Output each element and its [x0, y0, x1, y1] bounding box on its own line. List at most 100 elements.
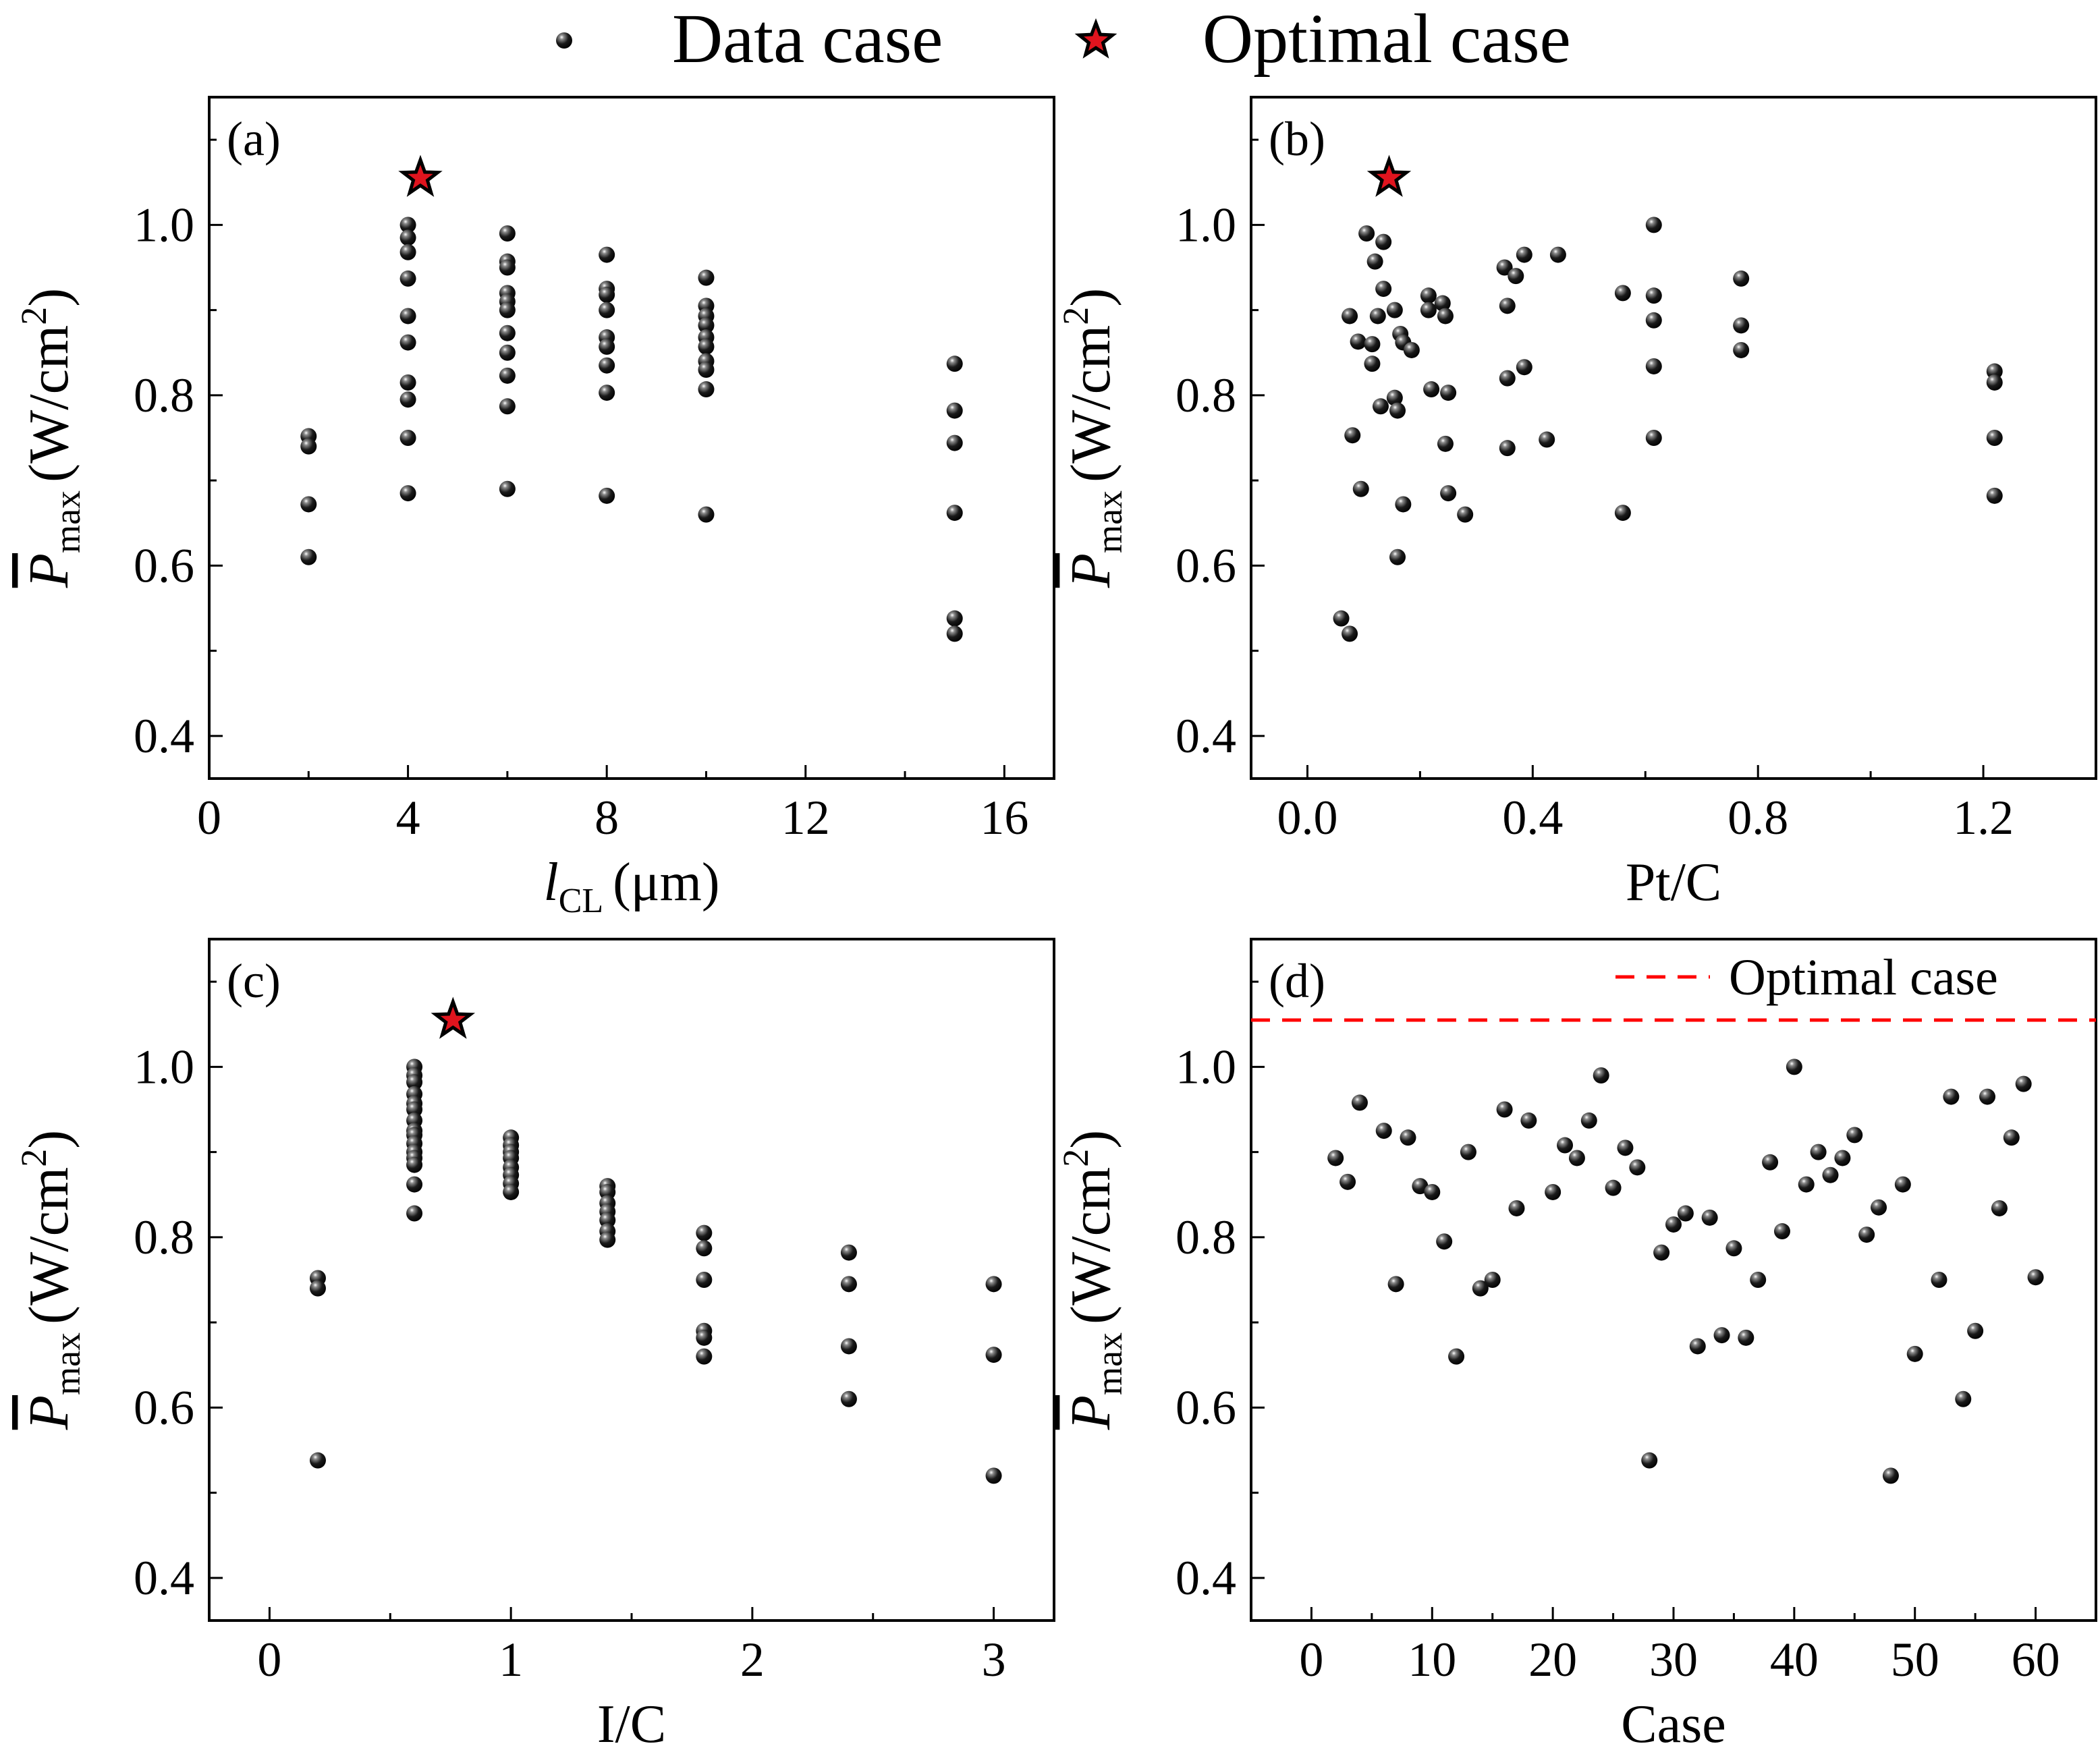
data-point — [499, 259, 516, 276]
data-point — [985, 1276, 1002, 1293]
data-point — [1677, 1205, 1694, 1222]
optimal-star — [398, 154, 443, 197]
x-tick-label: 0 — [257, 1633, 281, 1687]
data-point — [1955, 1390, 1972, 1407]
data-point — [300, 548, 317, 565]
data-point — [840, 1244, 857, 1261]
data-point — [499, 302, 516, 318]
data-point — [1499, 440, 1516, 457]
data-point — [1375, 281, 1392, 298]
data-point — [1342, 625, 1358, 642]
y-tick-label: 0.4 — [134, 1551, 194, 1605]
plot-frame — [1250, 938, 2097, 1622]
panel-label: (d) — [1269, 954, 1325, 1008]
x-tick-label: 16 — [980, 791, 1028, 845]
data-point — [2015, 1075, 2032, 1092]
data-point — [1372, 398, 1389, 415]
data-point — [696, 1240, 713, 1257]
data-point — [1653, 1244, 1670, 1261]
x-tick-label: 10 — [1408, 1633, 1456, 1687]
y-tick-label: 1.0 — [1176, 1040, 1236, 1094]
data-point — [1366, 253, 1383, 270]
data-point — [1713, 1327, 1730, 1344]
data-point — [399, 270, 416, 287]
data-point — [406, 1205, 423, 1222]
data-point — [698, 317, 715, 334]
data-point — [1733, 317, 1750, 334]
data-point — [599, 1231, 616, 1248]
data-point — [1352, 480, 1369, 497]
data-point — [1375, 233, 1392, 250]
data-point — [406, 1074, 423, 1091]
x-axis-label: I/C — [597, 1695, 666, 1746]
data-point — [1448, 1348, 1465, 1365]
data-point — [1424, 1183, 1441, 1200]
data-point — [499, 367, 516, 384]
data-point — [1991, 1200, 2008, 1216]
y-label-superscript: 2 — [13, 307, 54, 325]
y-tick-label: 1.0 — [1176, 198, 1236, 252]
data-point — [1333, 610, 1350, 627]
x-tick-label: 60 — [2012, 1633, 2060, 1687]
y-tick-label: 0.6 — [134, 1380, 194, 1434]
data-point — [840, 1390, 857, 1407]
data-point — [1472, 1280, 1489, 1297]
data-point — [1389, 402, 1406, 419]
x-tick-label: 30 — [1649, 1633, 1698, 1687]
data-point — [1629, 1159, 1646, 1176]
data-point — [1641, 1452, 1658, 1469]
data-point — [1351, 1094, 1368, 1111]
y-label-units: (W/cm — [1059, 1167, 1122, 1324]
data-point — [599, 487, 615, 504]
data-point — [696, 1224, 713, 1241]
data-point — [698, 362, 715, 378]
data-point — [1364, 336, 1381, 353]
data-point — [499, 344, 516, 361]
x-tick-label: 20 — [1528, 1633, 1577, 1687]
y-tick-label: 1.0 — [134, 198, 194, 252]
y-tick-label: 0.8 — [134, 368, 194, 422]
data-point — [1605, 1179, 1622, 1196]
panel-label: (c) — [227, 954, 281, 1008]
data-point — [1689, 1338, 1706, 1355]
x-tick-label: 40 — [1770, 1633, 1819, 1687]
data-point — [1496, 1101, 1513, 1118]
data-point — [1882, 1467, 1899, 1484]
x-label-subscript: CL — [559, 882, 603, 920]
data-point — [309, 1280, 326, 1297]
data-point — [1798, 1176, 1815, 1193]
y-tick-label: 0.6 — [1176, 1380, 1236, 1434]
data-point — [599, 246, 615, 263]
data-point — [399, 374, 416, 391]
data-point — [1440, 385, 1457, 401]
data-point — [1496, 259, 1513, 276]
data-point — [1593, 1067, 1609, 1083]
y-label-units: (W/cm — [18, 325, 80, 482]
data-point — [503, 1183, 520, 1200]
data-point — [1395, 496, 1412, 513]
panel-b: 0.0 0.4 0.8 1.2 0.4 0.6 0.8 1.0 (b) Pt/C Pmax (W/cm… — [1055, 96, 2097, 912]
panel-label: (a) — [227, 112, 281, 166]
data-point — [1389, 548, 1406, 565]
x-tick-label: 0.0 — [1277, 791, 1337, 845]
optimal-star — [1366, 154, 1412, 197]
y-label-superscript: 2 — [13, 1149, 54, 1167]
data-point — [1786, 1059, 1802, 1075]
data-point — [1437, 308, 1454, 325]
y-label-units-close: ) — [1059, 288, 1122, 307]
x-tick-label: 1.2 — [1953, 791, 2014, 845]
x-tick-label: 50 — [1891, 1633, 1939, 1687]
y-label-superscript: 2 — [1055, 307, 1096, 325]
data-point — [1344, 427, 1361, 444]
data-point — [309, 1452, 326, 1469]
data-point — [399, 217, 416, 233]
data-point — [1516, 246, 1532, 263]
data-point — [1810, 1144, 1827, 1160]
y-tick-label: 0.6 — [1176, 538, 1236, 592]
x-tick-label: 3 — [982, 1633, 1006, 1687]
y-label-subscript: max — [1089, 490, 1130, 553]
data-point — [1986, 374, 2003, 391]
data-point — [696, 1348, 713, 1365]
